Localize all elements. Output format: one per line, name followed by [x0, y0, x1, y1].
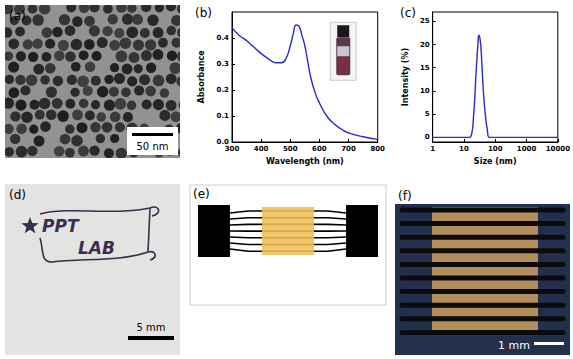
- svg-text:20: 20: [420, 41, 430, 49]
- svg-text:500: 500: [283, 145, 298, 153]
- svg-text:1 mm: 1 mm: [498, 339, 530, 352]
- svg-text:Intensity (%): Intensity (%): [401, 48, 410, 106]
- svg-text:0: 0: [425, 133, 430, 141]
- svg-text:700: 700: [341, 145, 356, 153]
- svg-text:Wavelength (nm): Wavelength (nm): [266, 157, 344, 166]
- svg-text:(f): (f): [398, 189, 412, 203]
- svg-text:(e): (e): [193, 187, 210, 201]
- svg-text:(a): (a): [9, 9, 26, 23]
- svg-text:0.0: 0.0: [216, 138, 229, 146]
- svg-text:0.1: 0.1: [217, 112, 230, 120]
- svg-text:10: 10: [420, 87, 430, 95]
- svg-text:(b): (b): [195, 6, 212, 20]
- svg-text:10: 10: [459, 145, 469, 153]
- svg-text:PPT: PPT: [42, 216, 80, 236]
- svg-text:5 mm: 5 mm: [136, 322, 165, 333]
- svg-text:1000: 1000: [517, 145, 537, 153]
- svg-text:50 nm: 50 nm: [137, 141, 169, 152]
- svg-text:0.3: 0.3: [217, 60, 230, 68]
- svg-text:LAB: LAB: [78, 238, 115, 258]
- svg-text:(d): (d): [9, 188, 26, 202]
- svg-text:100: 100: [488, 145, 503, 153]
- svg-text:400: 400: [254, 145, 269, 153]
- svg-text:10000: 10000: [546, 145, 570, 153]
- svg-text:0.2: 0.2: [217, 86, 230, 94]
- svg-text:5: 5: [425, 110, 430, 118]
- svg-text:(c): (c): [400, 6, 416, 20]
- svg-text:300: 300: [225, 145, 240, 153]
- svg-text:25: 25: [420, 17, 430, 25]
- svg-text:0.4: 0.4: [217, 34, 230, 42]
- svg-text:Size (nm): Size (nm): [474, 157, 517, 166]
- svg-text:600: 600: [312, 145, 327, 153]
- svg-text:Absorbance: Absorbance: [197, 50, 206, 104]
- svg-text:15: 15: [420, 64, 430, 72]
- svg-text:800: 800: [370, 145, 385, 153]
- svg-text:1: 1: [430, 145, 435, 153]
